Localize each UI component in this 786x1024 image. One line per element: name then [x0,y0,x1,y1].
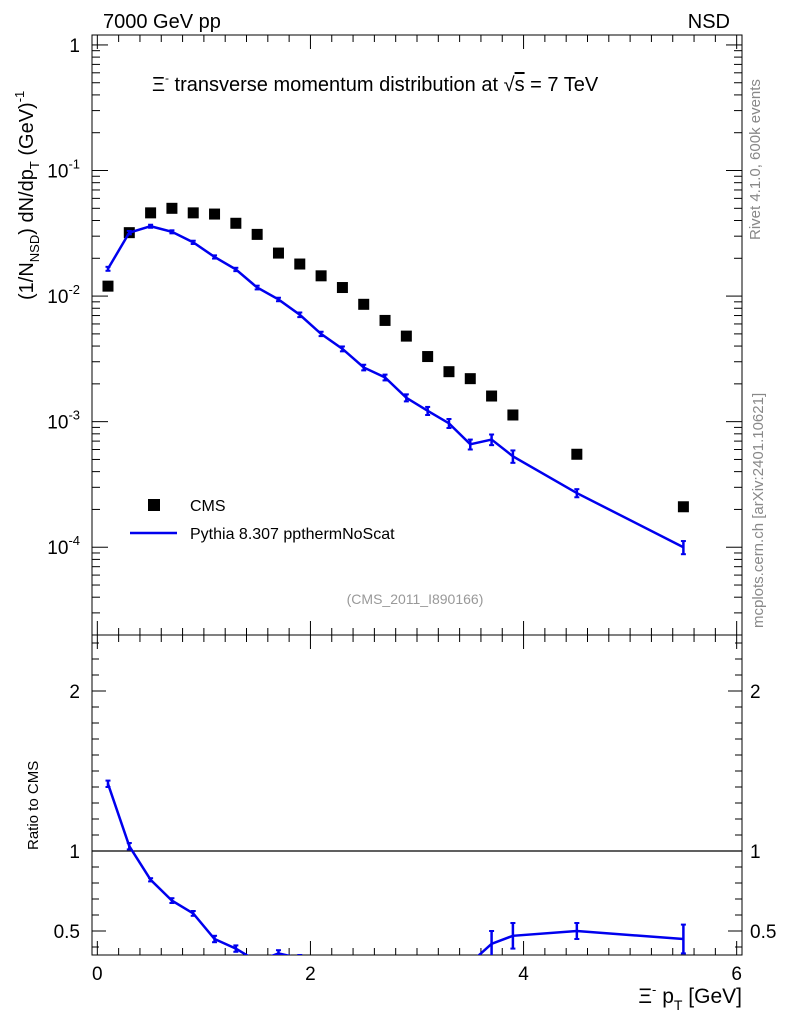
cms-point [230,217,242,229]
legend-pythia-label: Pythia 8.307 ppthermNoScat [190,526,395,543]
y-tick-label: 10-1 [47,157,80,183]
xlabel-sup: - [652,982,656,997]
ylabel-c: (GeV) [16,102,38,161]
xlabel-sub: T [674,997,683,1013]
x-tick-label: 4 [518,964,529,985]
ylabel-a: (1/N [16,262,38,300]
title-main: transverse momentum distribution at [169,74,504,96]
title-end: = 7 TeV [525,74,599,96]
x-tick-label: 2 [305,964,316,985]
x-tick-label: 6 [731,964,742,985]
ratio-y-tick-label-right: 0.5 [750,922,776,943]
ratio-axis-ticks: 0 2 4 6 0.5 0.5 1 1 2 2 [54,635,776,985]
cms-point [486,390,498,402]
ratio-y-tick-label-left: 1 [69,842,80,863]
plot-title: Ξ- transverse momentum distribution at √… [152,71,599,96]
xlabel-b: p [656,985,674,1008]
ratio-data-marks [92,779,742,955]
ylabel-sub2: T [27,161,42,169]
cms-point [315,270,327,282]
main-ylabel: (1/NNSD) dN/dpT (GeV)-1 [12,91,42,300]
cms-point [443,366,455,378]
main-plot-frame [91,34,743,636]
cms-point [145,207,157,219]
xlabel-a: Ξ [638,985,652,1008]
ylabel-sub1: NSD [27,235,42,262]
title-xi-sup: - [165,71,169,85]
cms-point [251,228,263,240]
ratio-y-tick-label-right: 1 [750,842,761,863]
cms-point [507,409,519,421]
ratio-y-tick-label-right: 2 [750,682,761,703]
xlabel-c: [GeV] [682,985,742,1008]
x-tick-label: 0 [92,964,103,985]
cms-point [272,247,284,259]
title-s: s [515,74,525,96]
cms-point [379,314,391,326]
y-tick-label: 10-3 [47,408,80,434]
header-collision: 7000 GeV pp [103,11,221,33]
cms-point [166,202,178,214]
cms-point [571,448,583,460]
header-process: NSD [688,11,730,33]
y-tick-label: 10-2 [47,282,80,308]
cms-point [209,208,221,220]
ratio-line [106,783,684,955]
cms-point [422,351,434,363]
cms-point [400,330,412,342]
cms-point [677,501,689,513]
xaxis-label: Ξ- pT [GeV] [638,982,742,1013]
pythia-line [106,224,684,549]
ylabel-sup: -1 [12,91,27,103]
ratio-plot-frame [91,634,743,956]
cms-point [102,280,114,292]
cms-point [187,207,199,219]
rivet-label: Rivet 4.1.0, 600k events [747,79,764,240]
analysis-watermark: (CMS_2011_I890166) [347,591,484,607]
title-sqrt: √ [504,74,515,96]
cms-point [464,373,476,385]
legend-cms-label: CMS [190,498,226,515]
mcplots-label: mcplots.cern.ch [arXiv:2401.10621] [750,393,767,628]
title-xi: Ξ [152,74,165,96]
y-tick-label: 10-4 [47,533,80,559]
ratio-y-tick-label-left: 0.5 [54,922,80,943]
cms-point [336,282,348,294]
ratio-ylabel: Ratio to CMS [25,761,42,850]
ylabel-b: ) dN/dp [16,169,38,235]
main-data-marks [102,202,689,556]
ratio-y-tick-label-left: 2 [69,682,80,703]
cms-point [294,258,306,270]
cms-point [358,298,370,310]
y-tick-label: 1 [69,36,80,57]
main-axis-ticks: 1 10-1 10-2 10-3 10-4 [47,35,742,636]
legend-cms-marker [148,499,160,511]
